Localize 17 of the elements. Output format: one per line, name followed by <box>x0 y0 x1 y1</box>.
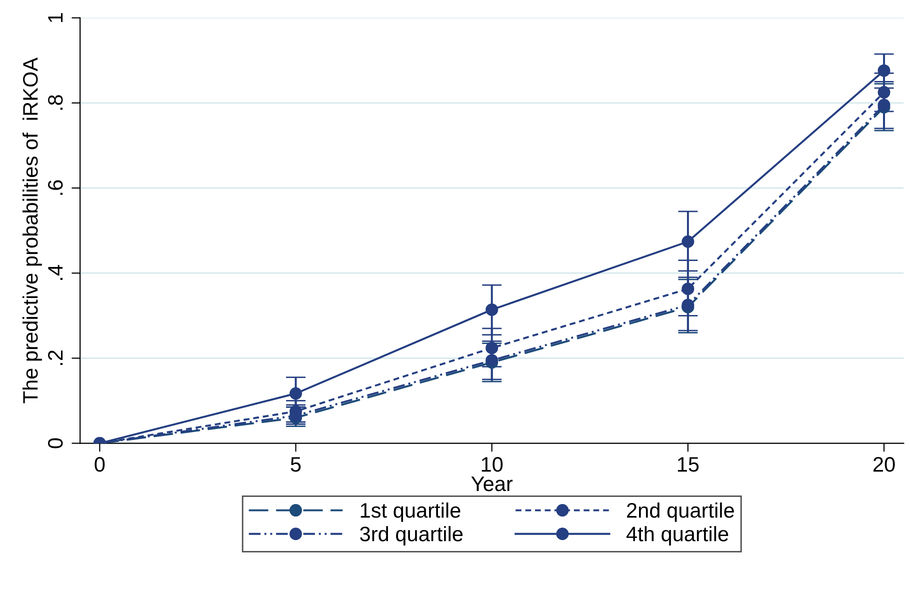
y-tick-label: .8 <box>48 95 63 110</box>
y-tick-label: 1 <box>48 13 63 22</box>
legend-label: 1st quartile <box>360 502 460 522</box>
x-tick-label: 5 <box>290 457 301 472</box>
x-tick-label: 0 <box>94 457 105 472</box>
x-axis-title: Year <box>471 476 513 492</box>
legend-label: 2nd quartile <box>627 502 734 522</box>
y-tick-label: .4 <box>48 265 63 280</box>
legend-label: 3rd quartile <box>360 526 463 546</box>
legend-label: 4th quartile <box>626 526 728 546</box>
x-tick-label: 20 <box>873 457 895 472</box>
y-tick-label: 0 <box>48 438 63 448</box>
y-tick-label: .6 <box>48 180 63 195</box>
x-tick-label: 10 <box>482 457 503 472</box>
y-tick-label: .2 <box>48 350 63 365</box>
y-axis-title: The predictive probabilities of iRKOA <box>22 57 42 404</box>
x-tick-label: 15 <box>678 457 699 472</box>
